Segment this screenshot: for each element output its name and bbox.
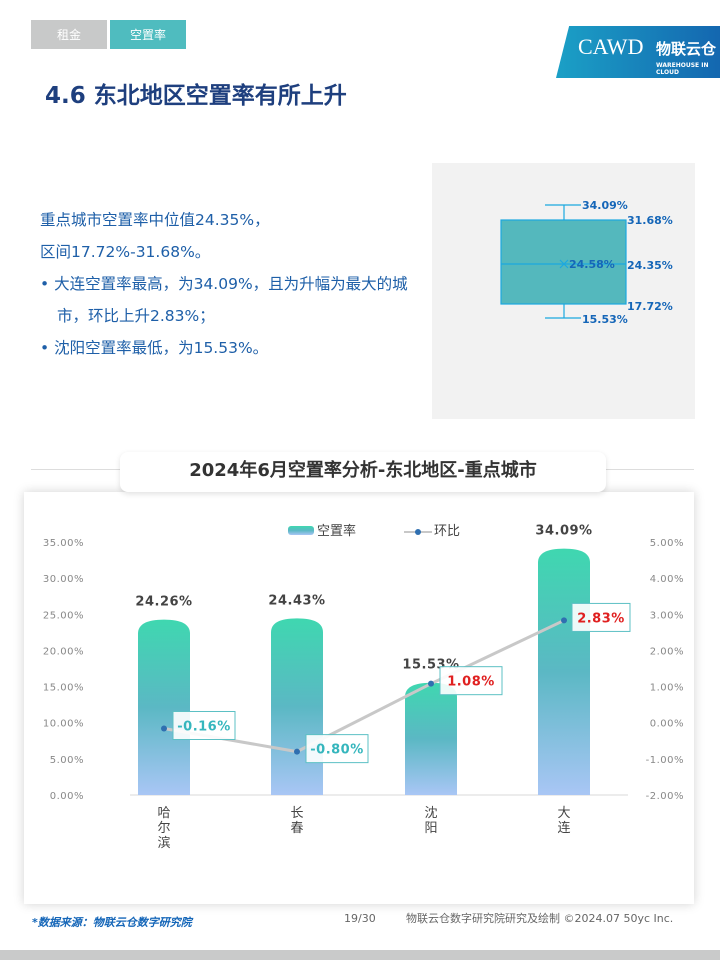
line-value-label: 2.83% — [577, 611, 625, 626]
legend-bar-label: 空置率 — [317, 523, 356, 539]
left-tick-label: 20.00% — [43, 646, 84, 657]
mean-marker-icon — [559, 259, 569, 269]
bar-value-label: 34.09% — [535, 524, 592, 539]
line-point — [561, 617, 567, 624]
category-label: 长 — [290, 806, 303, 821]
category-label: 滨 — [157, 835, 170, 851]
line-value-box — [571, 602, 631, 632]
summary-line: 区间17.72%-31.68%。 — [40, 243, 211, 261]
right-tick-label: 4.00% — [650, 574, 684, 585]
bar-value-label: 24.43% — [268, 593, 325, 608]
boxplot: 34.09% 31.68% 24.58% 24.35% 17.72% 15.53… — [500, 199, 673, 326]
boxplot-panel: 34.09% 31.68% 24.58% 24.35% 17.72% 15.53… — [432, 163, 695, 419]
summary: 重点城市空置率中位值24.35%， 区间17.72%-31.68%。 • 大连空… — [40, 204, 420, 364]
box — [500, 219, 627, 305]
right-tick-label: 1.00% — [650, 683, 684, 694]
bar — [138, 619, 190, 795]
logo-cawd: CAWD — [578, 34, 644, 59]
bar-value-label: 24.26% — [135, 595, 192, 610]
right-tick-label: -2.00% — [646, 791, 684, 802]
logo: CAWD 物联云仓 WAREHOUSE IN CLOUD — [556, 26, 720, 78]
chart-card: 空置率 环比 0.00% 5.00% 10.00% 15.00% 20.00% 25.00… — [24, 492, 694, 904]
right-tick-label: 2.00% — [650, 646, 684, 657]
line-value-label: 1.08% — [447, 675, 495, 690]
tab-rent[interactable]: 租金 — [31, 20, 107, 49]
right-tick-label: -1.00% — [646, 755, 684, 766]
page-number: 19/30 — [344, 912, 376, 925]
category-label: 尔 — [157, 821, 170, 836]
category-label: 连 — [557, 820, 570, 836]
line-point — [161, 725, 167, 732]
summary-line: 重点城市空置率中位值24.35%， — [40, 211, 270, 229]
right-tick-label: 0.00% — [650, 719, 684, 730]
line-series — [163, 619, 565, 754]
right-tick-label: 3.00% — [650, 610, 684, 621]
data-source: *数据来源：物联云仓数字研究院 — [32, 916, 192, 929]
chart-title: 2024年6月空置率分析-东北地区-重点城市 — [120, 452, 606, 492]
credit: 物联云仓数字研究院研究及绘制 ©2024.07 50yc Inc. — [406, 912, 674, 925]
category-label: 哈 — [157, 806, 170, 821]
line-value-box — [439, 666, 503, 696]
left-tick-label: 30.00% — [43, 574, 84, 585]
category-label: 沈 — [424, 806, 437, 821]
line-value-box — [172, 710, 236, 740]
tab-vacancy[interactable]: 空置率 — [110, 20, 186, 49]
left-tick-label: 15.00% — [43, 683, 84, 694]
category-label: 阳 — [424, 821, 437, 836]
line-value-label: -0.80% — [310, 743, 364, 758]
label-mean: 24.58% — [569, 258, 615, 271]
line-value-box — [305, 734, 369, 764]
bar — [405, 682, 457, 795]
left-tick-label: 5.00% — [50, 755, 84, 766]
category-label: 大 — [557, 806, 570, 821]
label-max: 34.09% — [582, 199, 628, 212]
logo-brand: 物联云仓 — [656, 40, 717, 58]
left-tick-label: 35.00% — [43, 538, 84, 549]
left-tick-label: 0.00% — [50, 791, 84, 802]
line-point — [294, 748, 300, 755]
label-q3: 31.68% — [627, 214, 673, 227]
left-tick-label: 25.00% — [43, 610, 84, 621]
legend: 空置率 环比 — [288, 523, 460, 539]
legend-bar-swatch — [288, 526, 314, 535]
bar — [271, 618, 323, 795]
label-median: 24.35% — [627, 259, 673, 272]
category-label: 春 — [290, 821, 303, 836]
bottom-bar — [0, 950, 720, 960]
label-min: 15.53% — [582, 313, 628, 326]
combo-chart: 空置率 环比 0.00% 5.00% 10.00% 15.00% 20.00% 25.00… — [43, 523, 684, 851]
legend-line-label: 环比 — [434, 524, 460, 539]
label-q1: 17.72% — [627, 300, 673, 313]
left-tick-label: 10.00% — [43, 719, 84, 730]
logo-brand-en: WAREHOUSE IN CLOUD — [656, 62, 709, 76]
summary-bullet: • 沈阳空置率最低，为15.53%。 — [40, 339, 269, 357]
legend-line-marker — [415, 529, 421, 535]
page-title: 4.6 东北地区空置率有所上升 — [45, 83, 347, 109]
line-point — [428, 680, 434, 687]
right-tick-label: 5.00% — [650, 538, 684, 549]
bar — [538, 548, 590, 795]
line-value-label: -0.16% — [177, 719, 231, 734]
summary-bullet: • 大连空置率最高，为34.09%，且为升幅为最大的城市，环比上升2.83%； — [40, 275, 408, 325]
